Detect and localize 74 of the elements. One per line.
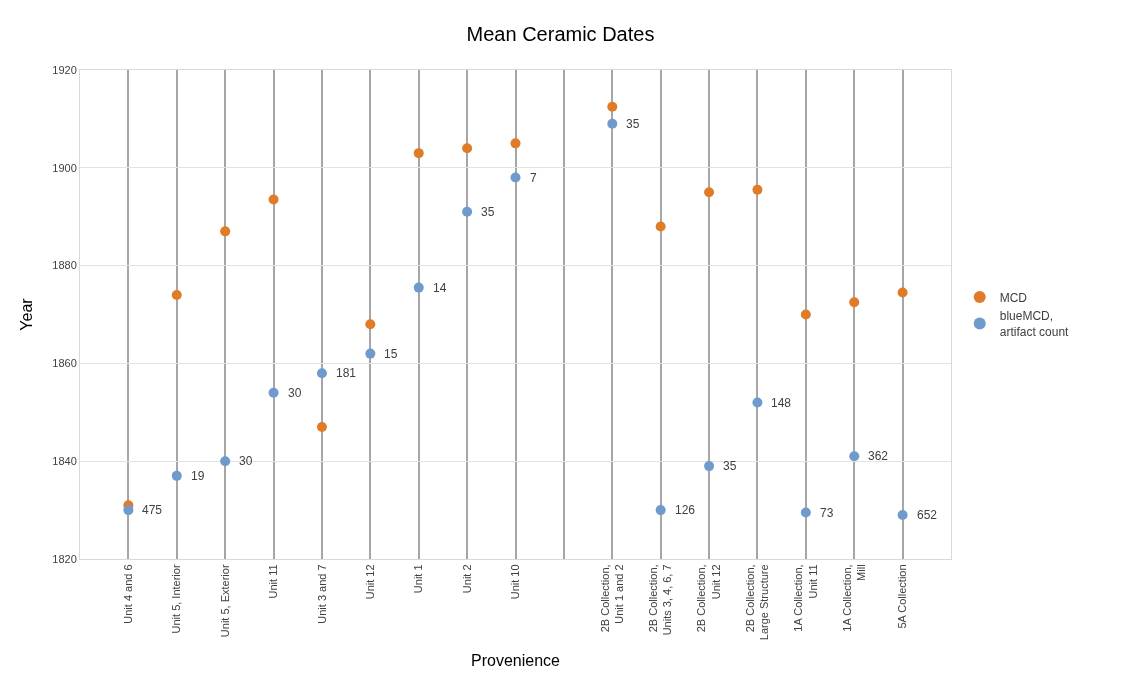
point [704,187,715,198]
x-tick-label: Unit 12 [363,564,376,600]
y-tick-label: 1880 [52,259,77,272]
point [316,368,327,379]
annotation: 475 [142,503,163,517]
x-tick-label: 5A Collection [896,564,909,629]
annotation: 7 [530,171,537,185]
point [365,319,376,330]
y-axis-title: Year [18,297,36,331]
y-tick-label: 1900 [52,161,77,174]
annotation: 35 [626,117,640,131]
annotation: 652 [917,508,938,522]
x-axis-title: Provenience [471,651,561,669]
legend-label: blueMCD, artifact count [999,309,1070,340]
x-tick-label: Unit 3 and 7 [315,564,328,624]
point [220,226,231,237]
x-tick-label: 1A Collection, Unit 11 [792,564,819,632]
point [413,148,424,159]
point [171,289,182,300]
point [607,101,618,112]
point [897,287,908,298]
annotation: 14 [433,281,447,295]
x-tick-label: Unit 4 and 6 [121,564,134,624]
y-tick-label: 1860 [52,357,77,370]
x-tick-label: Unit 2 [460,564,473,594]
point [752,397,763,408]
point [800,507,811,518]
x-tick-label: 2B Collection, Large Structure [743,564,771,641]
point [655,505,666,516]
x-tick-label: Unit 1 [412,564,425,594]
annotation: 19 [191,469,205,483]
y-tick-label: 1920 [52,63,77,76]
point [220,456,231,467]
annotation: 73 [820,506,834,520]
point [462,206,473,217]
chart-title: Mean Ceramic Dates [466,23,655,46]
point [607,118,618,129]
x-tick-label: Unit 10 [509,564,522,600]
x-tick-label: Unit 5, Interior [170,564,183,634]
point [413,282,424,293]
annotation: 30 [239,454,253,468]
annotation: 126 [675,503,696,517]
annotation: 35 [481,205,495,219]
x-tick-label: Unit 11 [267,564,280,599]
point [268,194,279,205]
point [171,470,182,481]
point [849,451,860,462]
point [123,505,134,516]
annotation: 15 [384,347,398,361]
y-tick-label: 1840 [52,455,77,468]
point [849,297,860,308]
annotation: 181 [336,366,357,380]
point [316,421,327,432]
point [365,348,376,359]
annotation: 35 [723,459,737,473]
point [752,184,763,195]
point [510,172,521,183]
point [510,138,521,149]
x-tick-label: Unit 5, Exterior [218,564,231,638]
point [897,509,908,520]
point [268,387,279,398]
point [462,143,473,154]
point [704,461,715,472]
x-tick-label: 2B Collection, Unit 12 [695,564,722,633]
point [800,309,811,320]
x-tick-label: 2B Collection, Unit 1 and 2 [598,564,626,633]
x-tick-label: 2B Collection, Units 3, 4, 6, 7 [647,564,674,636]
point [655,221,666,232]
y-tick-label: 1820 [52,552,77,565]
x-tick-label: 1A Collection, Mill [840,564,867,632]
legend-label: MCD [999,290,1028,305]
annotation: 362 [868,449,889,463]
annotation: 148 [771,396,792,410]
annotation: 30 [288,386,302,400]
